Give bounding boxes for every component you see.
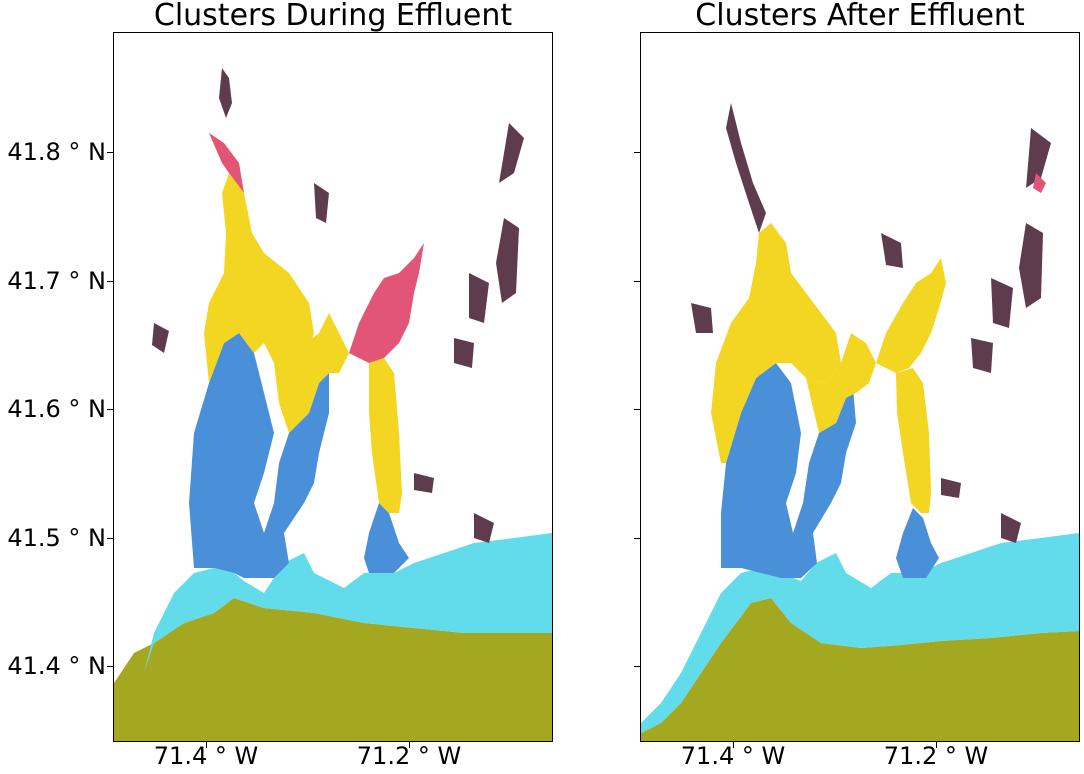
region-land-edge-3 (496, 218, 519, 303)
y-tick-mark (107, 538, 113, 539)
region-land-edge-4 (314, 183, 329, 223)
x-tick-mark (733, 742, 734, 748)
x-tick-mark (936, 742, 937, 748)
panel-title-after: Clusters After Effluent (695, 0, 1025, 33)
y-tick-label: 41.8 ° N (7, 138, 106, 166)
x-tick-mark (409, 742, 410, 748)
cluster-map-after (641, 103, 1079, 741)
cluster-map-during (114, 68, 552, 741)
region-upper-bay-2 (806, 333, 876, 433)
region-land-edge-9 (474, 513, 494, 543)
region-river (349, 243, 424, 363)
y-tick-label: 41.6 ° N (7, 395, 106, 423)
region-bay-mid-east (896, 508, 939, 578)
x-tick-mark (206, 742, 207, 748)
y-tick-mark (634, 152, 640, 153)
x-tick-label: 71.4 ° W (680, 742, 786, 770)
region-land-edge-6 (971, 338, 993, 373)
region-upper-bay (711, 223, 841, 463)
region-river-edge (1033, 173, 1046, 193)
x-tick-label: 71.2 ° W (883, 742, 989, 770)
y-tick-mark (634, 281, 640, 282)
panel-during: Clusters During Effluent (7, 0, 553, 770)
region-land-edge-4 (691, 303, 713, 333)
region-land-edge-5 (469, 273, 489, 323)
panel-title-during: Clusters During Effluent (153, 0, 513, 33)
region-river-north (209, 133, 244, 193)
y-tick-label: 41.7 ° N (7, 267, 106, 295)
region-offshore (641, 598, 1079, 741)
region-land-edge-1 (726, 103, 766, 233)
region-upper-bay-east (369, 358, 402, 513)
y-tick-mark (634, 538, 640, 539)
region-coastal (144, 533, 552, 673)
y-tick-label: 41.4 ° N (7, 652, 106, 680)
region-land-edge-1 (219, 68, 232, 118)
region-land-edge-8 (414, 473, 434, 493)
y-tick-mark (634, 666, 640, 667)
region-land-edge-9 (1001, 513, 1021, 543)
region-land-edge-7 (152, 323, 169, 353)
map-during (113, 32, 553, 742)
region-bay-mid-east (364, 503, 409, 573)
region-upper-bay-2 (274, 313, 349, 433)
y-tick-label: 41.5 ° N (7, 524, 106, 552)
region-upper-bay-north (876, 258, 946, 373)
region-land-edge-6 (454, 338, 474, 368)
region-land-edge-2 (1026, 128, 1051, 188)
region-land-edge-5 (991, 278, 1013, 328)
y-tick-mark (107, 666, 113, 667)
y-tick-mark (107, 409, 113, 410)
x-tick-label: 71.2 ° W (356, 742, 462, 770)
region-land-edge-8 (881, 233, 903, 268)
region-land-edge-7 (941, 478, 961, 498)
region-coastal (641, 533, 1079, 733)
map-after (640, 32, 1080, 742)
region-offshore (114, 598, 552, 741)
region-bay-mid (721, 363, 856, 578)
region-bay-mid (189, 333, 329, 578)
region-upper-bay-east (896, 368, 931, 513)
y-tick-mark (634, 409, 640, 410)
region-upper-bay (204, 173, 314, 383)
y-tick-mark (107, 281, 113, 282)
region-land-edge-2 (499, 123, 524, 183)
x-tick-label: 71.4 ° W (153, 742, 259, 770)
region-land-edge-3 (1019, 223, 1043, 308)
y-tick-mark (107, 152, 113, 153)
